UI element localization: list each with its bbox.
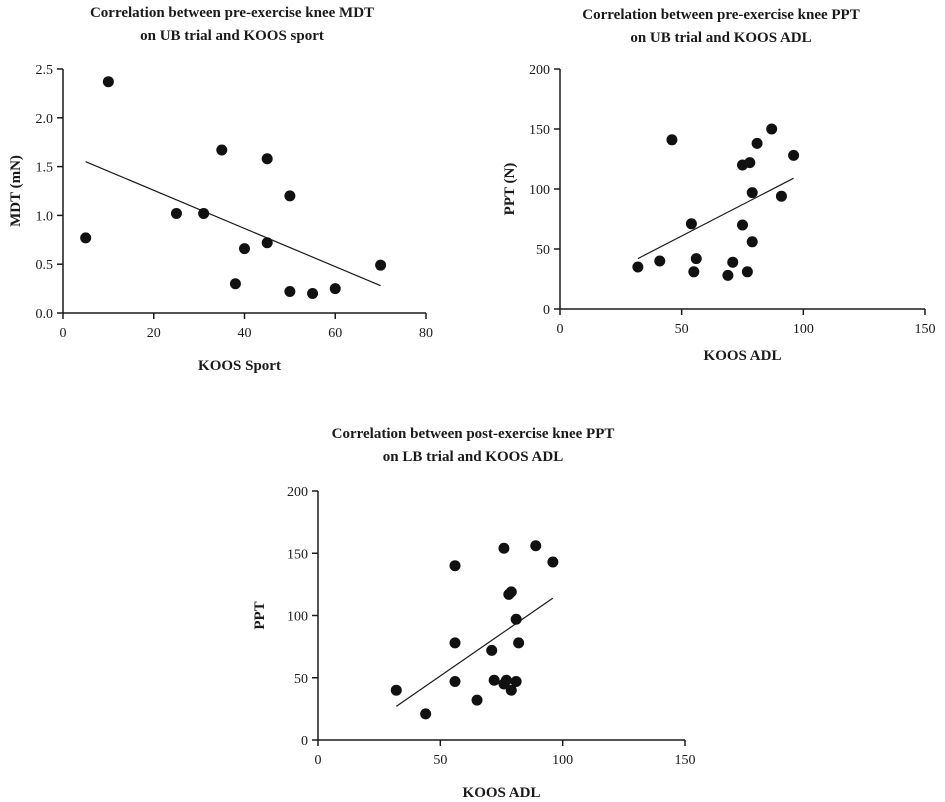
data-point bbox=[450, 637, 461, 648]
data-point bbox=[330, 283, 341, 294]
x-tick-label: 0 bbox=[557, 322, 564, 337]
y-tick-label: 200 bbox=[529, 63, 550, 78]
data-point bbox=[688, 266, 699, 277]
y-axis-label: PPT (N) bbox=[502, 163, 518, 216]
data-point bbox=[686, 218, 697, 229]
chart-title-line: on UB trial and KOOS sport bbox=[140, 28, 324, 44]
y-tick-label: 150 bbox=[529, 123, 550, 138]
y-tick-label: 0.0 bbox=[36, 307, 54, 322]
data-point bbox=[239, 243, 250, 254]
data-point bbox=[501, 675, 512, 686]
data-point bbox=[547, 556, 558, 567]
data-point bbox=[198, 208, 209, 219]
data-point bbox=[788, 150, 799, 161]
data-point bbox=[450, 676, 461, 687]
y-tick-label: 2.5 bbox=[36, 63, 54, 78]
x-tick-label: 20 bbox=[147, 326, 161, 341]
chart-mdt-vs-koos-sport: Correlation between pre-exercise knee MD… bbox=[8, 5, 433, 374]
data-point bbox=[420, 708, 431, 719]
data-point bbox=[511, 676, 522, 687]
y-axis-label: PPT bbox=[252, 601, 268, 629]
y-tick-label: 0.5 bbox=[36, 258, 54, 273]
y-tick-label: 100 bbox=[529, 183, 550, 198]
data-point bbox=[722, 270, 733, 281]
data-point bbox=[632, 262, 643, 273]
x-tick-label: 50 bbox=[433, 753, 447, 768]
x-tick-label: 50 bbox=[675, 322, 689, 337]
data-point bbox=[744, 157, 755, 168]
figure-canvas: Correlation between pre-exercise knee MD… bbox=[0, 0, 945, 802]
data-point bbox=[284, 190, 295, 201]
data-point bbox=[506, 586, 517, 597]
chart-title-line: Correlation between pre-exercise knee MD… bbox=[90, 5, 374, 21]
data-point bbox=[654, 256, 665, 267]
data-point bbox=[103, 76, 114, 87]
x-tick-label: 60 bbox=[328, 326, 342, 341]
x-tick-label: 80 bbox=[419, 326, 433, 341]
y-tick-label: 200 bbox=[287, 485, 308, 500]
y-tick-label: 150 bbox=[287, 547, 308, 562]
data-point bbox=[307, 288, 318, 299]
regression-line bbox=[86, 162, 381, 286]
data-point bbox=[530, 540, 541, 551]
data-point bbox=[284, 286, 295, 297]
x-tick-label: 0 bbox=[315, 753, 322, 768]
x-tick-label: 100 bbox=[552, 753, 573, 768]
data-point bbox=[727, 257, 738, 268]
y-tick-label: 0 bbox=[301, 734, 308, 749]
x-tick-label: 0 bbox=[60, 326, 67, 341]
chart-ppt-pre-vs-koos-adl: Correlation between pre-exercise knee PP… bbox=[502, 7, 936, 364]
data-point bbox=[752, 138, 763, 149]
x-tick-label: 40 bbox=[238, 326, 252, 341]
chart-title-line: on LB trial and KOOS ADL bbox=[383, 449, 563, 465]
data-point bbox=[230, 278, 241, 289]
y-axis-label: MDT (mN) bbox=[8, 155, 24, 227]
y-tick-label: 1.0 bbox=[36, 209, 54, 224]
x-axis-label: KOOS ADL bbox=[463, 785, 541, 801]
data-point bbox=[450, 560, 461, 571]
data-point bbox=[666, 134, 677, 145]
data-point bbox=[216, 145, 227, 156]
data-point bbox=[747, 187, 758, 198]
data-point bbox=[489, 675, 500, 686]
y-tick-label: 100 bbox=[287, 610, 308, 625]
data-point bbox=[513, 637, 524, 648]
data-point bbox=[737, 220, 748, 231]
y-tick-label: 50 bbox=[536, 243, 550, 258]
data-point bbox=[747, 236, 758, 247]
y-tick-label: 2.0 bbox=[36, 112, 54, 127]
data-point bbox=[742, 266, 753, 277]
regression-line bbox=[396, 598, 553, 706]
regression-line bbox=[638, 178, 794, 258]
data-point bbox=[776, 191, 787, 202]
data-point bbox=[375, 260, 386, 271]
data-point bbox=[766, 124, 777, 135]
chart-title-line: on UB trial and KOOS ADL bbox=[630, 30, 811, 46]
y-tick-label: 50 bbox=[294, 672, 308, 687]
x-axis-label: KOOS Sport bbox=[198, 358, 281, 374]
data-point bbox=[498, 543, 509, 554]
x-tick-label: 150 bbox=[675, 753, 696, 768]
data-point bbox=[262, 237, 273, 248]
data-point bbox=[391, 685, 402, 696]
y-tick-label: 0 bbox=[543, 303, 550, 318]
data-point bbox=[486, 645, 497, 656]
data-point bbox=[171, 208, 182, 219]
data-point bbox=[262, 153, 273, 164]
data-point bbox=[472, 695, 483, 706]
x-tick-label: 100 bbox=[793, 322, 814, 337]
x-tick-label: 150 bbox=[915, 322, 936, 337]
chart-ppt-post-vs-koos-adl: Correlation between post-exercise knee P… bbox=[252, 426, 696, 801]
data-point bbox=[80, 232, 91, 243]
chart-title-line: Correlation between post-exercise knee P… bbox=[332, 426, 615, 442]
y-tick-label: 1.5 bbox=[36, 161, 54, 176]
x-axis-label: KOOS ADL bbox=[704, 348, 782, 364]
data-point bbox=[691, 253, 702, 264]
data-point bbox=[511, 614, 522, 625]
chart-title-line: Correlation between pre-exercise knee PP… bbox=[582, 7, 859, 23]
